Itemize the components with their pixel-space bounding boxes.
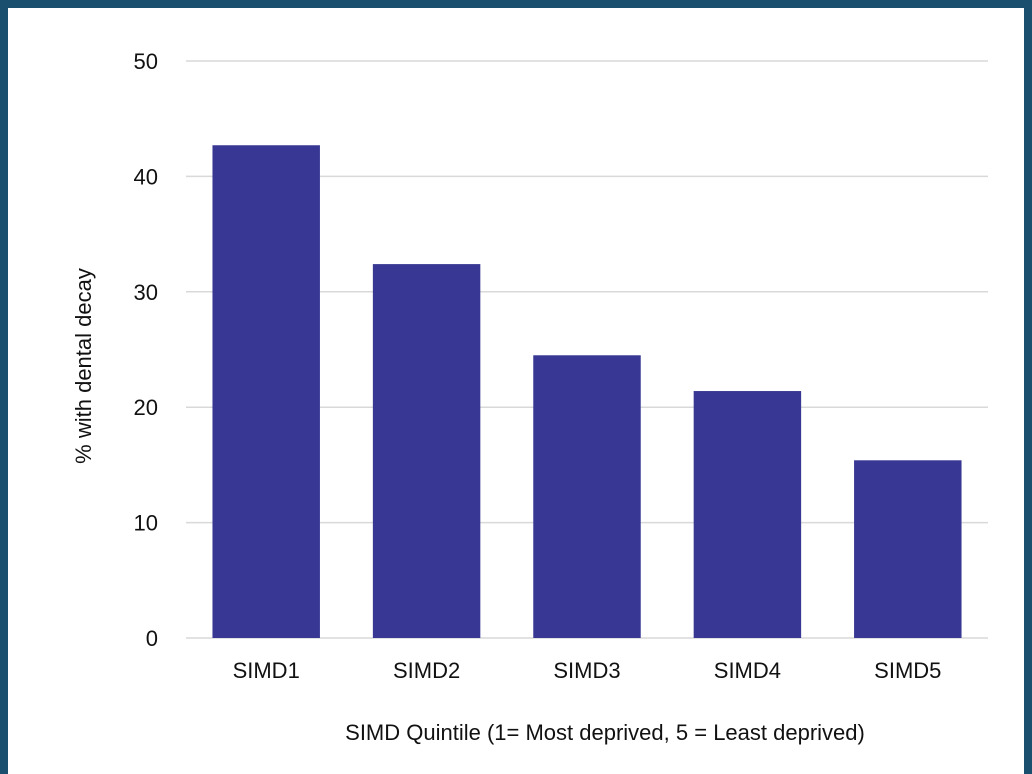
bar-simd1	[212, 145, 320, 638]
bar-simd5	[854, 460, 962, 638]
x-tick-label-simd3: SIMD3	[553, 658, 620, 683]
y-tick-label: 40	[134, 164, 158, 189]
y-tick-labels: 0 10 20 30 40 50	[134, 49, 158, 651]
x-tick-labels: SIMD1 SIMD2 SIMD3 SIMD4 SIMD5	[233, 658, 942, 683]
y-tick-label: 30	[134, 280, 158, 305]
bar-simd4	[693, 391, 802, 638]
y-tick-label: 0	[146, 626, 158, 651]
x-tick-label-simd4: SIMD4	[714, 658, 781, 683]
y-tick-label: 20	[134, 395, 158, 420]
y-tick-label: 10	[134, 511, 158, 536]
x-tick-label-simd5: SIMD5	[874, 658, 941, 683]
x-tick-label-simd2: SIMD2	[393, 658, 460, 683]
y-axis-label: % with dental decay	[71, 268, 96, 464]
bar-chart: 0 10 20 30 40 50 SIMD1 SIMD2 SIMD3 SIMD4 SIMD5 % …	[71, 49, 988, 745]
bars	[212, 145, 962, 638]
x-tick-label-simd1: SIMD1	[233, 658, 300, 683]
bar-simd2	[372, 264, 481, 638]
x-axis-label: SIMD Quintile (1= Most deprived, 5 = Lea…	[345, 720, 865, 745]
y-tick-label: 50	[134, 49, 158, 74]
bar-simd3	[533, 355, 641, 638]
